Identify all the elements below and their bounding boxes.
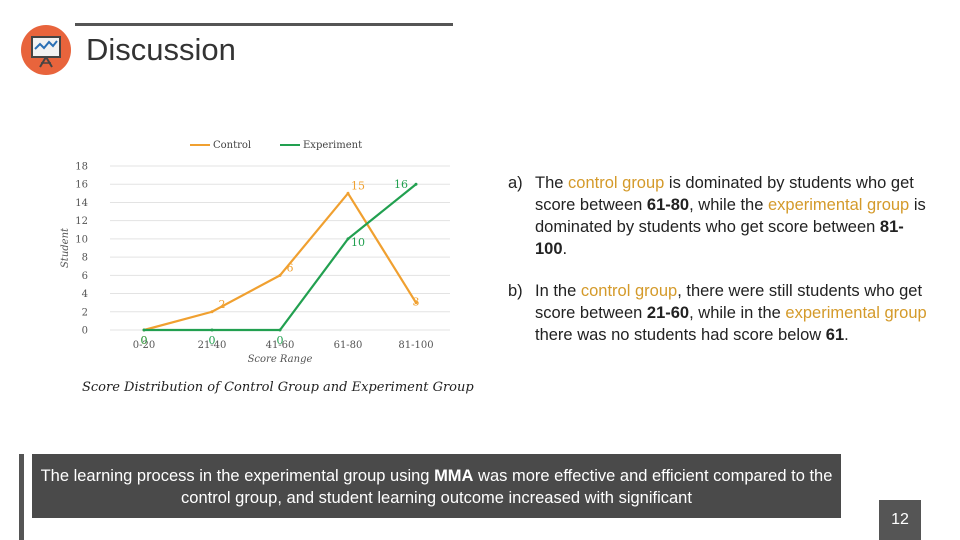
y-tick-label: 0 [82,326,88,337]
data-point [414,182,418,186]
series-line [143,191,417,332]
y-tick-label: 14 [75,198,88,209]
point-marker: b) [508,282,523,300]
point-text: The control group is dominated by studen… [535,172,933,260]
data-label: 0 [209,334,216,347]
y-tick-label: 4 [82,289,88,300]
y-tick-label: 12 [75,216,88,227]
chart-caption: Score Distribution of Control Group and … [82,380,474,395]
data-label: 16 [394,178,408,191]
x-tick-label: 41-60 [266,340,295,351]
point-text-segment: . [844,326,849,344]
page-number: 12 [879,500,921,540]
conclusion-text-segment: was more effective and efficient compare… [181,467,833,507]
point-text-segment: 81-100 [535,218,904,258]
point-text-segment: , while the [689,196,768,214]
data-point [278,328,282,332]
point-text-segment: control group [568,174,665,192]
data-label: 2 [219,298,226,311]
y-tick-label: 6 [82,271,88,282]
conclusion-box: The learning process in the experimental… [32,454,841,518]
y-tick-label: 2 [82,307,88,318]
accent-bar [19,454,24,540]
y-tick-label: 10 [75,234,88,245]
y-axis-title: Student [60,227,71,268]
point-marker: a) [508,174,523,192]
x-tick-label: 0-20 [133,340,155,351]
point-text-segment: , while in the [689,304,786,322]
point-text-segment: 21-60 [646,304,690,322]
x-tick-label: 81-100 [398,340,433,351]
x-tick-label: 21-40 [198,340,227,351]
x-tick-label: 61-80 [334,340,363,351]
presentation-board-icon [21,25,71,75]
data-point [142,328,146,332]
data-label: 0 [277,334,284,347]
conclusion-text-segment: MMA [434,467,474,485]
point-text-segment: 61-80 [646,196,690,214]
point-text-segment: , there were still students who get scor… [535,282,923,322]
page-title: Discussion [86,32,236,67]
data-point [346,237,350,241]
data-point [278,273,282,277]
data-label: 3 [413,296,420,309]
x-axis-title: Score Range [248,354,313,365]
point-text-segment: experimental group [767,196,910,214]
data-point [210,328,214,332]
point-text-segment: experimental group [785,304,927,322]
legend-label: Control [213,140,251,151]
data-label: 0 [141,334,148,347]
point-text-segment: control group [580,282,678,300]
header-rule [75,23,453,26]
data-point [346,191,350,195]
conclusion-text-segment: The learning process in the experimental… [40,467,435,485]
data-point [414,301,418,305]
y-tick-label: 18 [75,162,88,173]
data-point [210,310,214,314]
point-text-segment: there was no students had score below [535,326,826,344]
point-text-segment: . [562,240,568,258]
point-text-segment: The [535,174,569,192]
data-label: 6 [287,261,294,274]
point-text-segment: is dominated by students who get score b… [535,174,914,214]
point-text-segment: 61 [825,326,845,344]
y-tick-label: 16 [75,180,88,191]
legend-label: Experiment [303,140,362,151]
y-tick-label: 8 [82,253,88,264]
discussion-point: b) In the control group, there were still… [508,280,933,346]
point-text-segment: is dominated by students who get score b… [535,196,926,236]
discussion-points: a) The control group is dominated by stud… [508,172,933,366]
score-distribution-chart: 0 2 4 6 8 10 12 14 16 18 0-20 21-40 41-60 61-80 81-100… [60,140,450,365]
data-label: 0 [141,334,148,347]
data-label: 10 [351,236,365,249]
discussion-point: a) The control group is dominated by stud… [508,172,933,260]
point-text-segment: In the [535,282,581,300]
point-text: In the control group, there were still s… [535,280,933,346]
data-label: 15 [351,179,365,192]
